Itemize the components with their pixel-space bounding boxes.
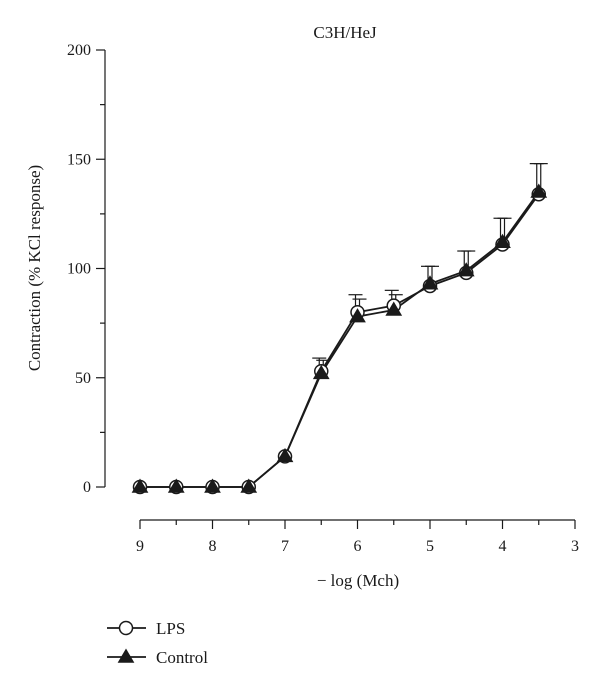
series-lps <box>140 163 544 488</box>
data-point-control <box>131 478 149 493</box>
plot-area <box>131 163 548 495</box>
x-tick-label: 9 <box>136 538 144 555</box>
legend-marker-control <box>117 648 135 663</box>
data-point-control <box>204 478 221 493</box>
data-point-control <box>349 308 366 323</box>
series-line-control <box>140 191 540 488</box>
legend-label: Control <box>156 648 208 667</box>
x-tick-label: 5 <box>426 538 434 555</box>
legend: LPS Control <box>107 619 208 667</box>
x-axis: 9 8 7 6 5 4 3 <box>136 519 579 555</box>
legend-marker-lps <box>118 620 134 636</box>
data-point-control <box>240 478 258 493</box>
x-tick-label: 4 <box>499 538 507 555</box>
series-line-lps <box>140 193 540 488</box>
y-tick-label: 0 <box>83 479 91 496</box>
y-tick-label: 150 <box>67 151 91 168</box>
x-tick-label: 3 <box>571 538 579 555</box>
y-tick-label: 100 <box>67 261 91 278</box>
data-point-control <box>494 233 511 249</box>
series-markers-control <box>131 183 548 493</box>
data-point-control <box>312 364 330 380</box>
data-point-control <box>276 447 294 463</box>
data-point-control <box>421 275 439 290</box>
y-tick-label: 200 <box>67 42 91 59</box>
x-tick-label: 7 <box>281 538 289 555</box>
y-tick-label: 50 <box>75 370 91 387</box>
x-tick-label: 8 <box>209 538 217 555</box>
data-point-control <box>530 183 548 198</box>
data-point-control <box>385 301 403 316</box>
x-axis-label: − log (Mch) <box>317 571 399 590</box>
x-tick-label: 6 <box>354 538 362 555</box>
legend-item-lps: LPS <box>107 619 185 638</box>
y-axis: 0 50 100 150 200 <box>67 42 106 496</box>
y-axis-label: Contraction (% KCl response) <box>25 165 44 371</box>
data-point-control <box>167 478 185 493</box>
legend-item-control: Control <box>107 648 208 667</box>
series-control <box>140 163 548 488</box>
chart-title: C3H/HeJ <box>313 23 377 42</box>
legend-label: LPS <box>156 619 185 638</box>
data-point-control <box>457 262 475 277</box>
